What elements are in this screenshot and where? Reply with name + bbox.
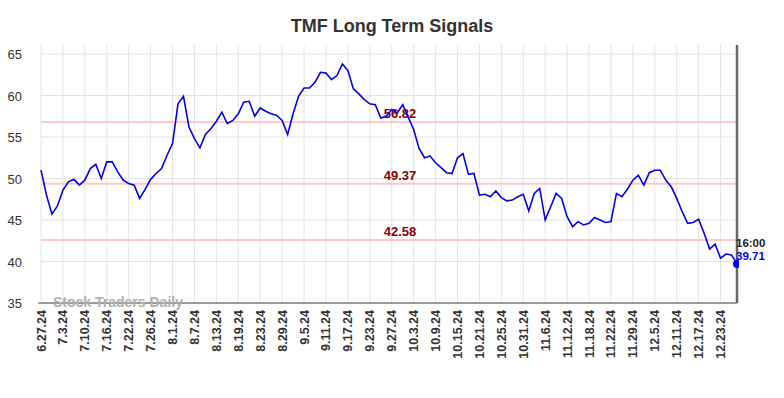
grid-line xyxy=(304,45,305,303)
grid-line xyxy=(589,45,590,303)
reference-label: 42.58 xyxy=(384,224,417,239)
x-tick-label: 8.23.24 xyxy=(254,310,268,352)
x-tick-label: 8.19.24 xyxy=(232,310,246,352)
grid-line xyxy=(260,45,261,303)
grid-line xyxy=(654,45,655,303)
x-tick-label: 7.22.24 xyxy=(122,310,136,352)
grid-line xyxy=(457,45,458,303)
x-tick-label: 9.23.24 xyxy=(363,310,377,352)
grid-line xyxy=(62,45,63,303)
reference-line xyxy=(41,121,737,123)
grid-line xyxy=(720,45,721,303)
x-tick-label: 12.5.24 xyxy=(648,310,662,352)
grid-line xyxy=(501,45,502,303)
y-tick-label: 50 xyxy=(8,172,22,187)
x-tick-label: 11.29.24 xyxy=(626,310,640,358)
x-tick-label: 10.21.24 xyxy=(473,310,487,359)
x-tick-label: 11.18.24 xyxy=(583,310,597,358)
grid-line xyxy=(194,45,195,303)
grid-line xyxy=(347,45,348,303)
x-tick-label: 7.16.24 xyxy=(100,310,114,352)
grid-line xyxy=(698,45,699,303)
x-tick-label: 9.27.24 xyxy=(385,310,399,352)
x-tick-label: 9.5.24 xyxy=(298,310,312,345)
grid-line xyxy=(523,45,524,303)
y-tick-label: 40 xyxy=(8,255,22,270)
grid-line xyxy=(282,45,283,303)
x-tick-label: 12.23.24 xyxy=(714,310,728,359)
price-line xyxy=(41,64,737,264)
grid-line xyxy=(84,45,85,303)
plot-area xyxy=(41,64,739,268)
grid-line xyxy=(479,45,480,303)
title: TMF Long Term Signals xyxy=(291,16,494,36)
y-tick-label: 35 xyxy=(8,296,22,311)
x-tick-label: 10.3.24 xyxy=(407,310,421,352)
reference-line xyxy=(41,183,737,185)
x-tick-label: 10.31.24 xyxy=(517,310,531,359)
grid-line xyxy=(435,45,436,303)
y-tick-label: 55 xyxy=(8,130,22,145)
x-tick-label: 9.11.24 xyxy=(319,310,333,351)
x-tick-label: 11.22.24 xyxy=(604,310,618,358)
y-tick-label: 60 xyxy=(8,89,22,104)
grid-line xyxy=(610,45,611,303)
x-tick-label: 11.12.24 xyxy=(561,310,575,358)
last-value: 39.71 xyxy=(736,250,765,262)
grid-line xyxy=(567,45,568,303)
x-tick-label: 9.17.24 xyxy=(341,310,355,352)
x-tick-label: 7.3.24 xyxy=(56,310,70,345)
x-tick-label: 8.7.24 xyxy=(188,310,202,345)
x-tick-label: 11.6.24 xyxy=(539,310,553,351)
y-tick-label: 45 xyxy=(8,213,22,228)
x-tick-label: 7.26.24 xyxy=(144,310,158,352)
grid-line xyxy=(106,45,107,303)
reference-line xyxy=(41,239,737,241)
grid-line xyxy=(369,45,370,303)
last-time: 16:00 xyxy=(736,237,765,249)
x-tick-label: 7.10.24 xyxy=(78,310,92,352)
x-tick-label: 6.27.24 xyxy=(35,310,49,352)
grid-line xyxy=(676,45,677,303)
x-tick-label: 8.13.24 xyxy=(210,310,224,352)
x-tick-label: 12.17.24 xyxy=(692,310,706,359)
grid-line xyxy=(216,45,217,303)
x-tick-label: 8.1.24 xyxy=(166,310,180,345)
x-tick-label: 12.11.24 xyxy=(670,310,684,358)
x-tick-label: 10.9.24 xyxy=(429,310,443,352)
reference-label: 49.37 xyxy=(384,168,417,183)
grid-line xyxy=(128,45,129,303)
grid-line xyxy=(325,45,326,303)
x-tick-label: 10.25.24 xyxy=(495,310,509,359)
watermark: Stock Traders Daily xyxy=(53,294,183,310)
grid-line xyxy=(172,45,173,303)
x-tick-label: 8.29.24 xyxy=(276,310,290,352)
grid-line xyxy=(632,45,633,303)
grid-line xyxy=(545,45,546,303)
y-tick-label: 65 xyxy=(8,47,22,62)
x-tick-label: 10.15.24 xyxy=(451,310,465,359)
grid-line xyxy=(150,45,151,303)
grid-line xyxy=(238,45,239,303)
